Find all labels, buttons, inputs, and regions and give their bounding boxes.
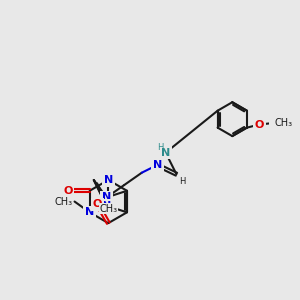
Text: O: O [93,200,102,209]
Text: N: N [153,160,162,170]
Text: H: H [157,143,164,152]
Text: N: N [102,192,111,203]
Text: H: H [179,177,186,186]
Text: N: N [104,175,113,185]
Text: CH₃: CH₃ [275,118,293,128]
Text: CH₃: CH₃ [54,196,72,206]
Text: N: N [161,148,170,158]
Text: N: N [85,207,94,217]
Text: O: O [63,186,73,196]
Text: N: N [102,201,111,211]
Text: CH₃: CH₃ [99,204,117,214]
Text: O: O [255,119,264,130]
